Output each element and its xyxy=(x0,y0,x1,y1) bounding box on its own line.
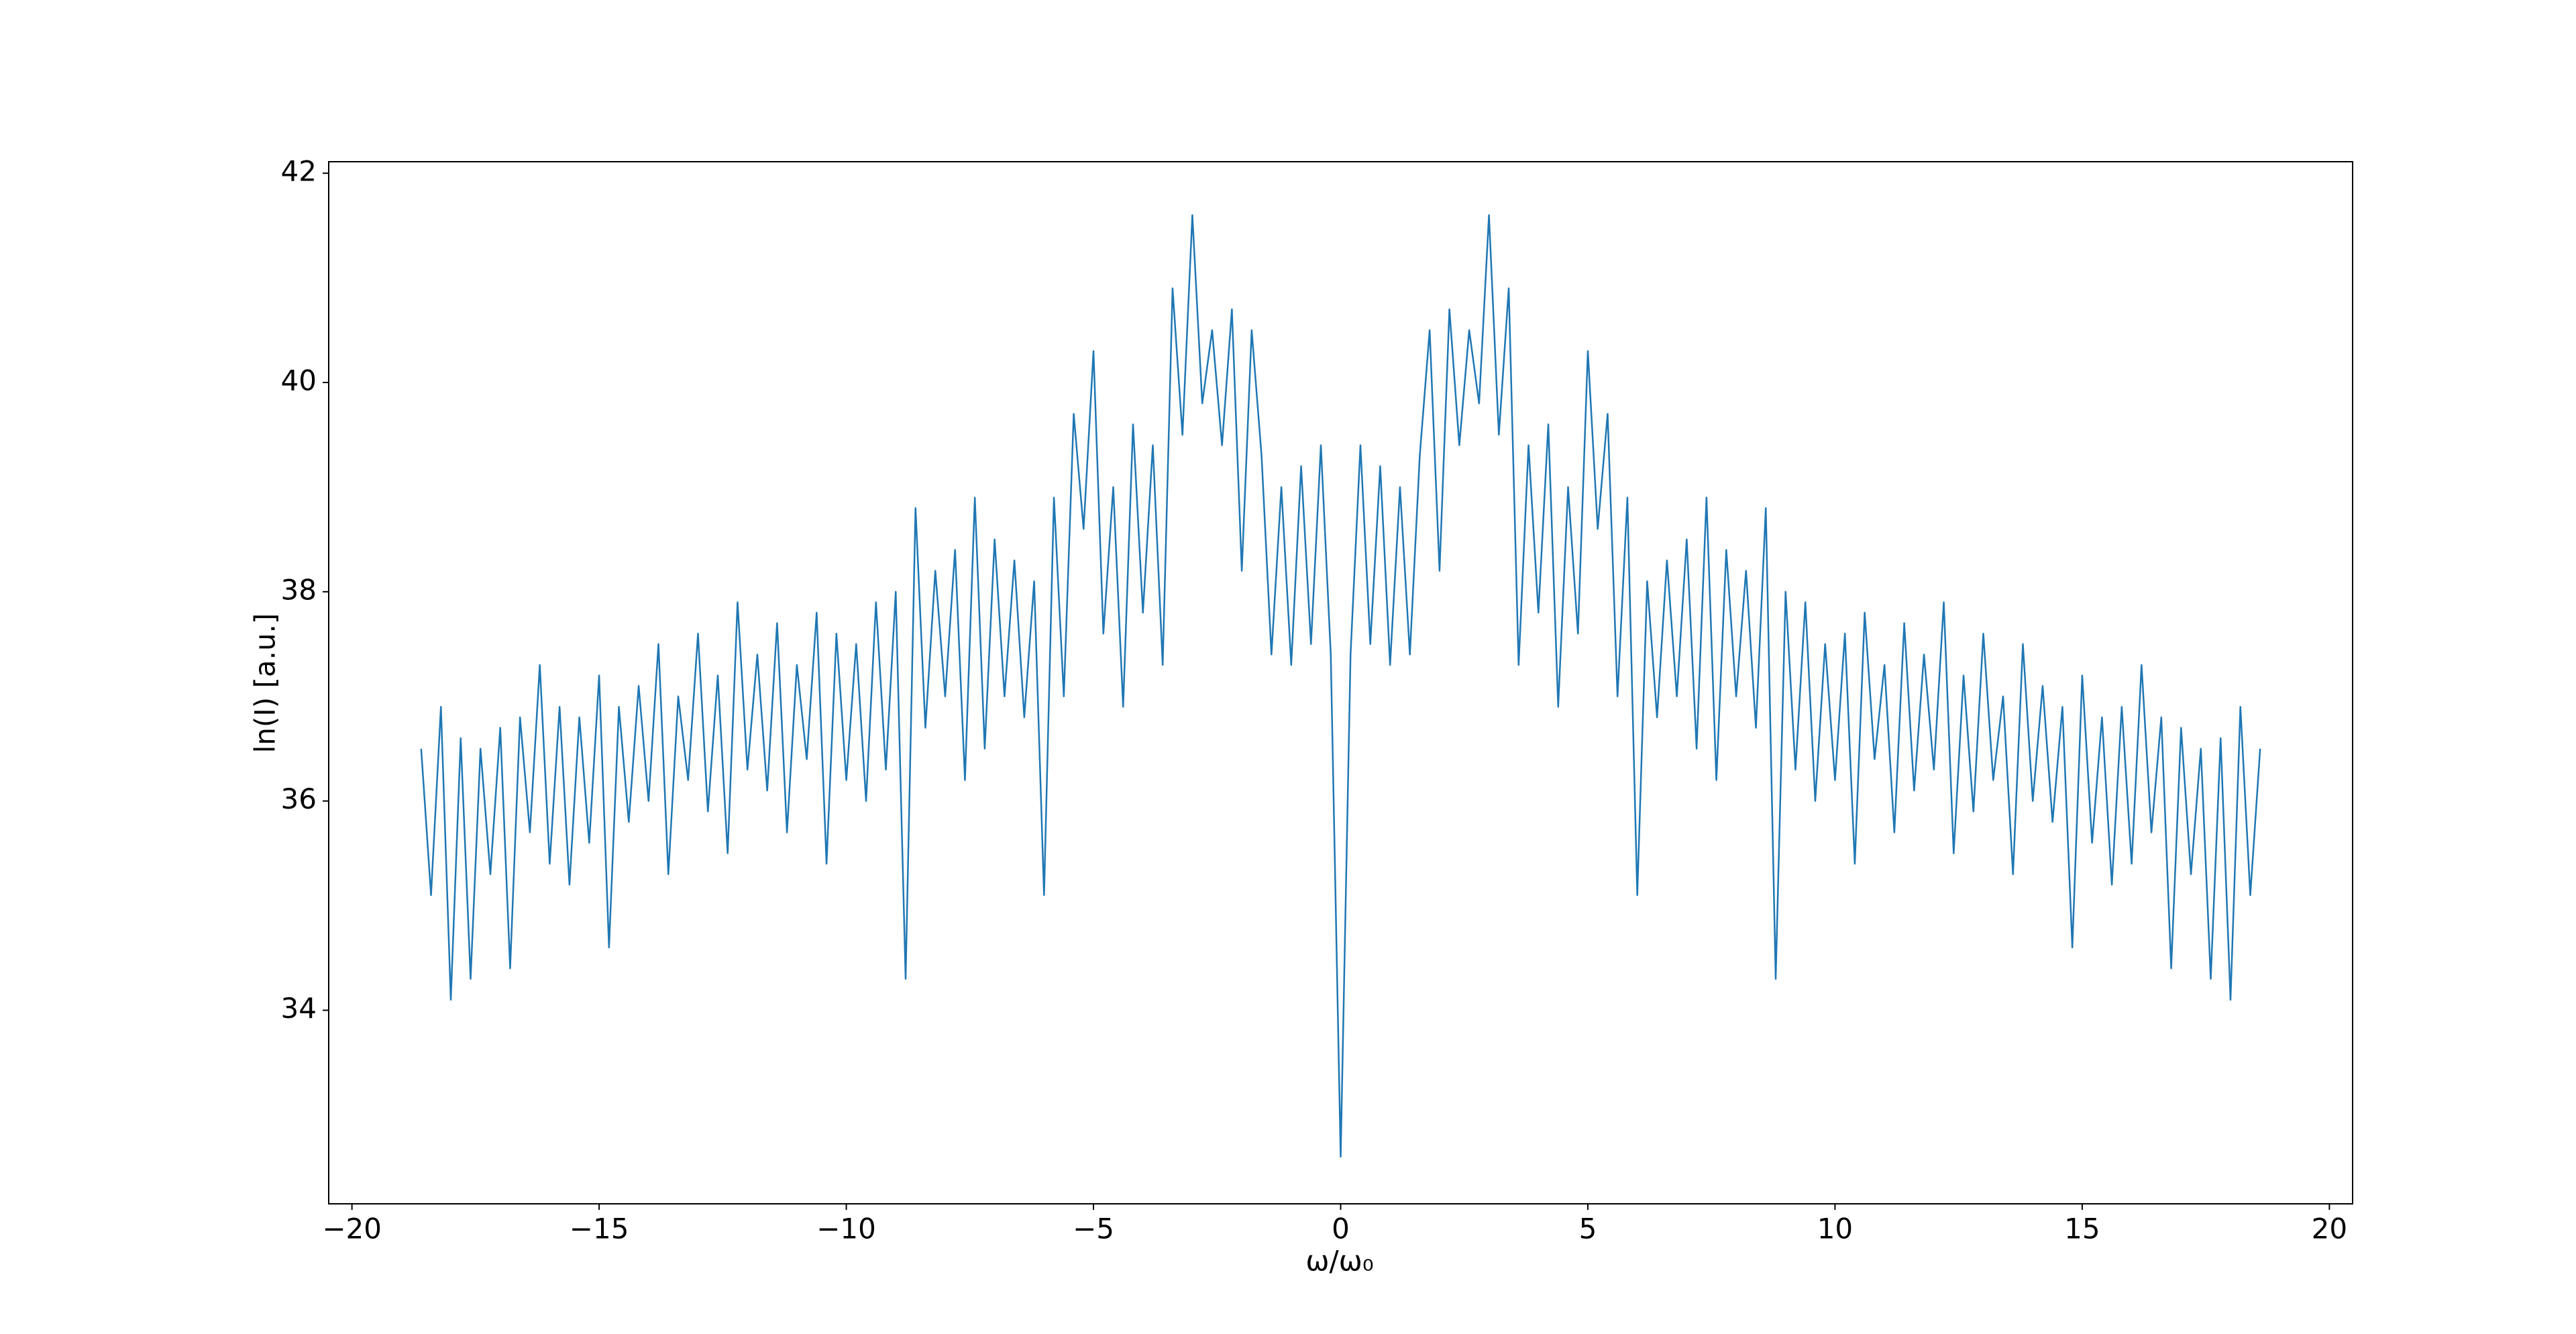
x-tick-label: −20 xyxy=(322,1213,382,1245)
y-tick-label: 42 xyxy=(281,155,317,188)
x-tick-label: 15 xyxy=(2064,1213,2100,1245)
x-tick-label: 5 xyxy=(1579,1213,1597,1245)
x-tick-label: −5 xyxy=(1073,1213,1114,1245)
x-tick-label: 10 xyxy=(1817,1213,1853,1245)
x-tick-label: −15 xyxy=(570,1213,629,1245)
x-tick-label: 20 xyxy=(2312,1213,2347,1245)
y-tick-label: 40 xyxy=(281,364,317,397)
y-tick-label: 38 xyxy=(281,573,317,606)
x-tick-label: 0 xyxy=(1332,1213,1350,1245)
y-axis-label: ln(I) [a.u.] xyxy=(249,613,282,754)
plot-frame xyxy=(328,161,2353,1204)
y-tick-label: 36 xyxy=(281,782,317,815)
x-tick-label: −10 xyxy=(816,1213,876,1245)
y-tick-label: 34 xyxy=(281,992,317,1025)
line-series xyxy=(420,214,2261,1158)
x-axis-label: ω/ω₀ xyxy=(1305,1245,1373,1278)
